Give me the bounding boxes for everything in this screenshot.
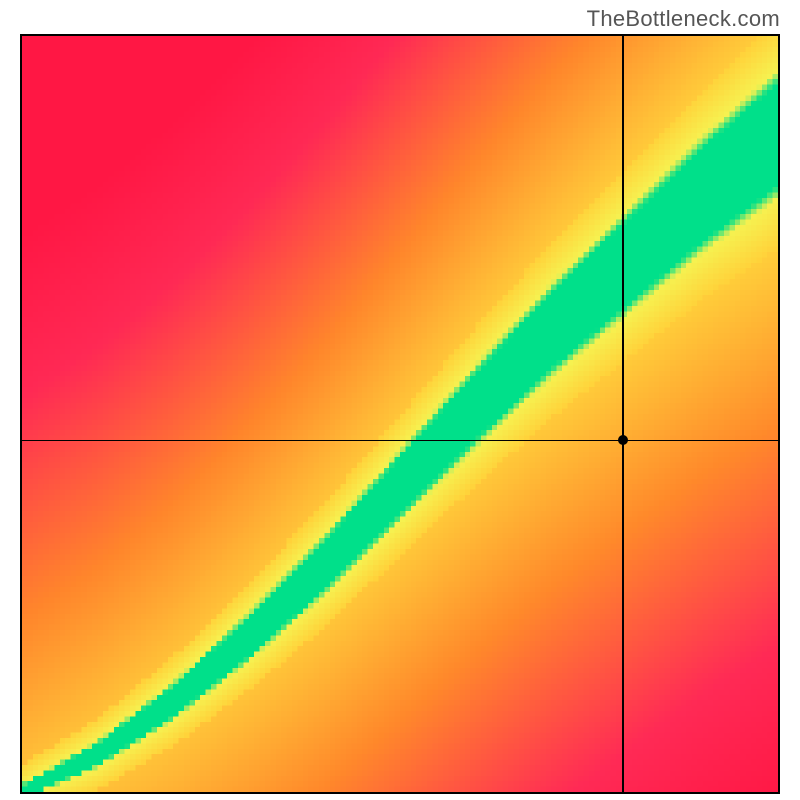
crosshair-horizontal (22, 440, 778, 442)
marker-dot (618, 435, 628, 445)
crosshair-vertical (622, 36, 624, 792)
watermark-text: TheBottleneck.com (587, 6, 780, 32)
plot-border (20, 34, 780, 794)
chart-container: TheBottleneck.com (0, 0, 800, 800)
